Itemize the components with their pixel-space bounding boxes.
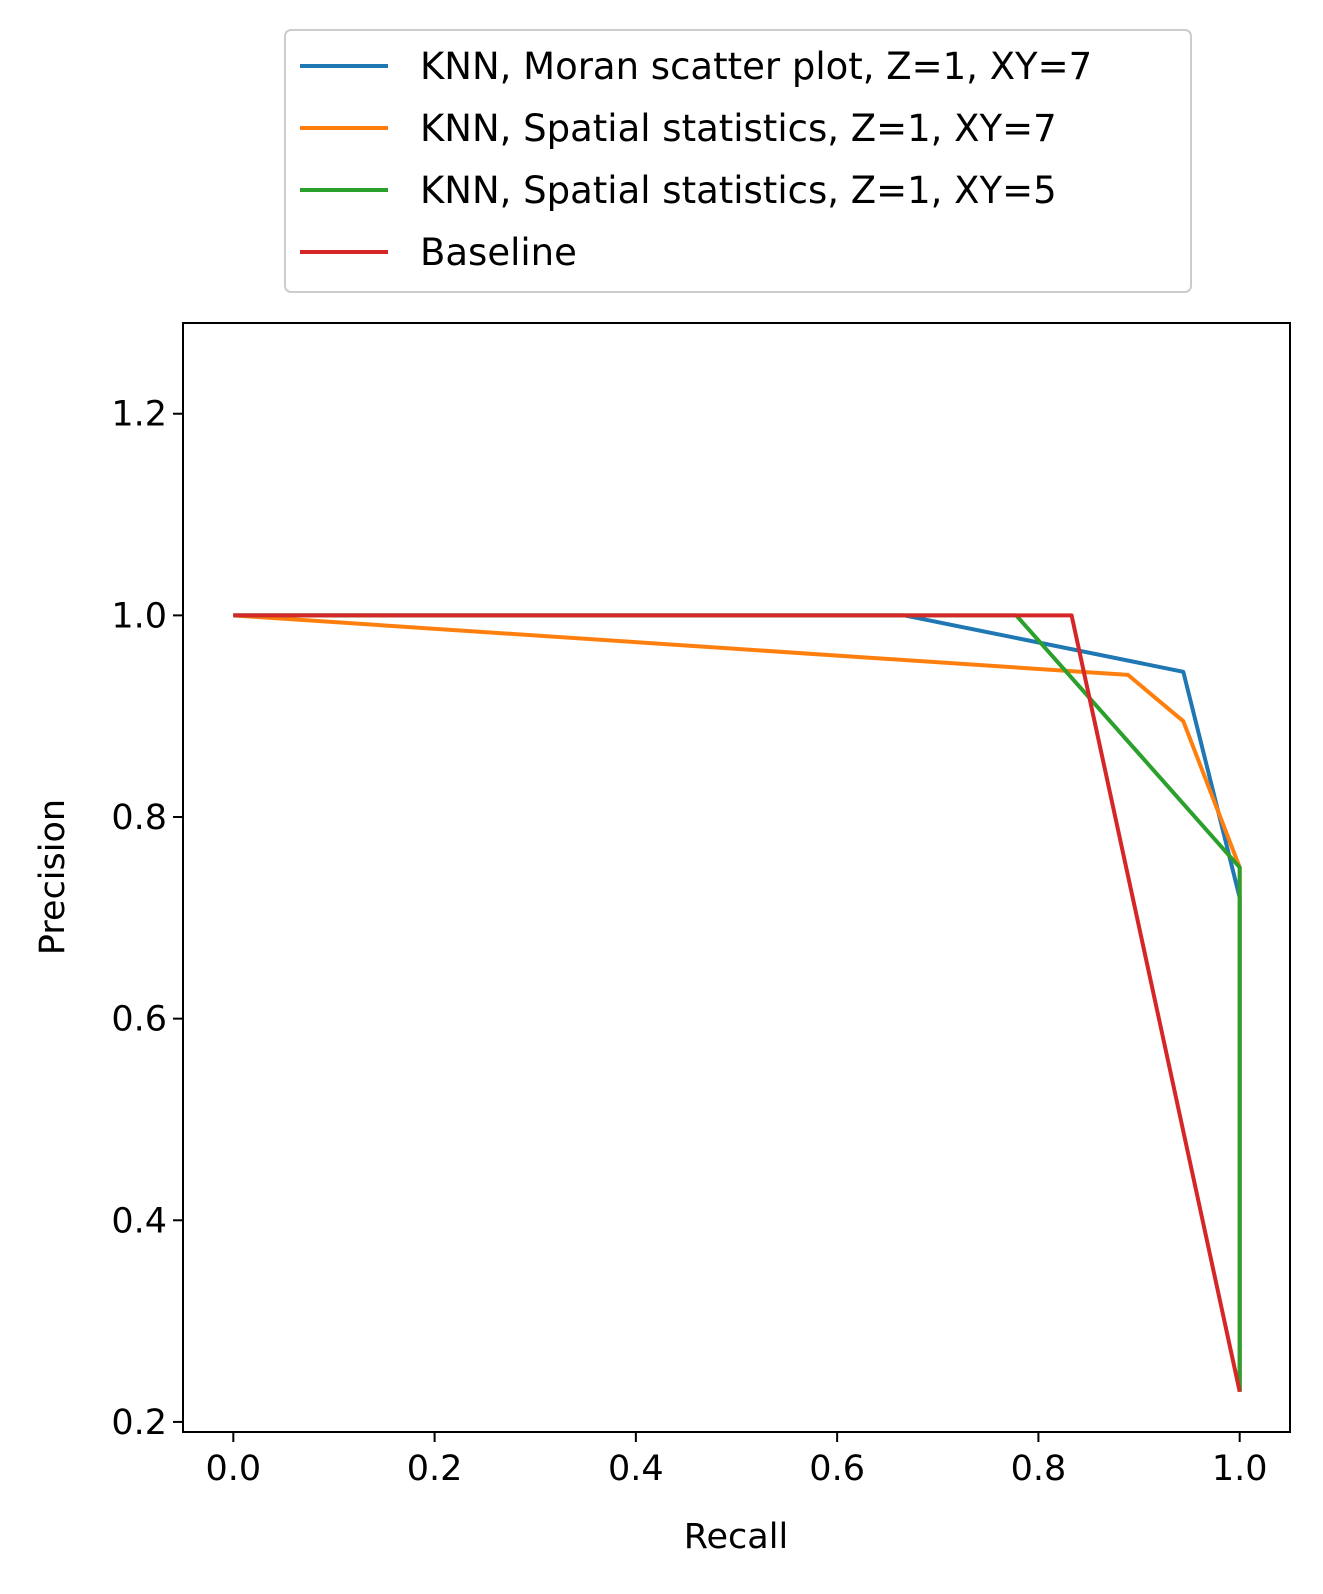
y-tick-label: 0.4	[111, 1201, 167, 1241]
legend-label-1: KNN, Moran scatter plot, Z=1, XY=7	[420, 45, 1092, 88]
plot-frame	[182, 322, 1291, 1433]
y-tick-label: 0.6	[111, 1000, 167, 1040]
y-axis-label: Precision	[33, 799, 73, 955]
y-axis-ticks: 0.2 0.4 0.6 0.8 1.0 1.2	[111, 395, 183, 1443]
y-tick-label: 1.2	[111, 395, 167, 435]
legend-box	[284, 29, 1192, 293]
y-tick-label: 0.8	[111, 798, 167, 838]
x-tick-label: 0.0	[205, 1449, 261, 1489]
legend-label-4: Baseline	[420, 231, 577, 274]
x-tick-label: 0.4	[608, 1449, 664, 1489]
series-line-1	[233, 613, 1242, 1392]
series-lines	[233, 613, 1242, 1393]
series-line-3	[233, 613, 1242, 1392]
legend-label-3: KNN, Spatial statistics, Z=1, XY=5	[420, 169, 1057, 212]
x-tick-label: 0.8	[1011, 1449, 1067, 1489]
y-tick-label: 1.0	[111, 596, 167, 636]
series-line-4	[233, 613, 1242, 1393]
x-tick-label: 0.6	[809, 1449, 865, 1489]
plot-area: 0.0 0.2 0.4 0.6 0.8 1.0 0.2 0.4 0.6 0.8 1.0 1.2	[111, 322, 1291, 1489]
legend-label-2: KNN, Spatial statistics, Z=1, XY=7	[420, 107, 1057, 150]
x-axis-label: Recall	[684, 1517, 788, 1557]
x-axis-ticks: 0.0 0.2 0.4 0.6 0.8 1.0	[205, 1432, 1268, 1489]
series-line-2	[233, 613, 1242, 1392]
x-tick-label: 0.2	[407, 1449, 463, 1489]
x-tick-label: 1.0	[1212, 1449, 1268, 1489]
legend: KNN, Moran scatter plot, Z=1, XY=7 KNN, S…	[284, 29, 1192, 293]
y-tick-label: 0.2	[111, 1403, 167, 1443]
